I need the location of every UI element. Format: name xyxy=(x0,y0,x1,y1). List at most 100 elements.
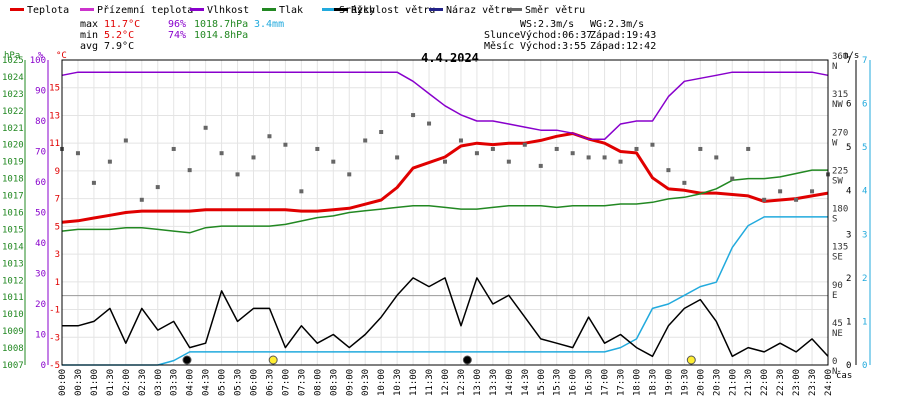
pressure-tick-label: 1021 xyxy=(2,124,24,134)
wind-direction-tick-cardinal: SE xyxy=(832,253,843,263)
astro-ws: WS:2.3m/s xyxy=(520,19,574,30)
wind-direction-tick-degrees: 90 xyxy=(832,281,843,291)
pressure-tick-label: 1008 xyxy=(2,344,24,354)
time-tick-label: 15:00 xyxy=(537,369,547,396)
precipitation-tick-label: 5 xyxy=(862,143,867,153)
pressure-tick-label: 1014 xyxy=(2,242,24,252)
time-tick-label: 01:00 xyxy=(90,369,100,396)
temperature-tick-label: 3 xyxy=(55,250,60,260)
pressure-tick-label: 1023 xyxy=(2,90,24,100)
wind-direction-point xyxy=(810,189,815,194)
wind-direction-tick-degrees: 180 xyxy=(832,205,848,215)
wind-direction-point xyxy=(586,155,591,160)
wind-direction-tick-cardinal: E xyxy=(832,291,837,301)
humidity-tick-label: 50 xyxy=(35,209,46,219)
time-tick-label: 01:30 xyxy=(106,369,116,396)
time-tick-label: 04:00 xyxy=(186,369,196,396)
time-tick-label: 19:30 xyxy=(680,369,690,396)
wind-direction-tick-cardinal: W xyxy=(832,138,838,148)
astro-wg: WG:2.3m/s xyxy=(590,19,644,30)
precipitation-tick-label: 0 xyxy=(862,361,867,371)
time-tick-label: 03:30 xyxy=(170,369,180,396)
precipitation-tick-label: 6 xyxy=(862,100,867,110)
astro-block: WS:2.3m/s WG:2.3m/s Slunce Východ:06:37 … xyxy=(484,19,656,52)
wind-direction-point xyxy=(379,130,384,135)
stats-min-temp: 5.2°C xyxy=(104,30,134,41)
time-tick-label: 06:00 xyxy=(250,369,260,396)
time-tick-label: 12:00 xyxy=(441,369,451,396)
legend: Teplota Přízemní teplota Vlhkost Tlak Sr… xyxy=(10,4,585,16)
stats-max-press: 1018.7hPa xyxy=(194,19,248,30)
humidity-tick-label: 0 xyxy=(41,361,46,371)
legend-label-tlak: Tlak xyxy=(279,5,303,16)
temperature-tick-label: -3 xyxy=(49,333,60,343)
wind-direction-tick-cardinal: SW xyxy=(832,176,843,186)
wind-direction-point xyxy=(794,197,799,202)
wind-direction-point xyxy=(714,155,719,160)
legend-label-rychlost-vetru: Rychlost větru xyxy=(351,4,435,16)
wind-direction-point xyxy=(522,142,527,147)
series-line-sr-ky xyxy=(62,216,828,366)
stats-max-hum: 96% xyxy=(168,19,186,30)
time-tick-label: 00:30 xyxy=(74,369,84,396)
time-tick-label: 20:00 xyxy=(696,369,706,396)
time-tick-label: 07:00 xyxy=(281,369,291,396)
humidity-tick-label: 80 xyxy=(35,117,46,127)
time-tick-label: 13:00 xyxy=(473,369,483,396)
sunrise-marker xyxy=(268,355,278,365)
wind-speed-tick-label: 2 xyxy=(846,274,851,284)
wind-direction-point xyxy=(187,168,192,173)
temperature-tick-label: 9 xyxy=(55,167,60,177)
legend-item-srazky: Srážky xyxy=(322,4,375,16)
time-tick-label: 14:30 xyxy=(521,369,531,396)
stats-avg-temp: 7.9°C xyxy=(104,41,134,52)
time-tick-label: 03:00 xyxy=(154,369,164,396)
legend-item-vlhkost: Vlhkost xyxy=(190,5,249,16)
pressure-tick-label: 1024 xyxy=(2,73,24,83)
wind-direction-point xyxy=(538,163,543,168)
wind-direction-point xyxy=(682,180,687,185)
time-tick-label: 09:00 xyxy=(345,369,355,396)
wind-direction-point xyxy=(315,146,320,151)
humidity-tick-label: 10 xyxy=(35,331,46,341)
wind-direction-point xyxy=(618,159,623,164)
humidity-tick-label: 60 xyxy=(35,178,46,188)
legend-swatch-srazky xyxy=(322,8,336,11)
pressure-tick-label: 1012 xyxy=(2,276,24,286)
wind-direction-point xyxy=(506,159,511,164)
wind-direction-point xyxy=(75,151,80,156)
time-tick-label: 08:00 xyxy=(313,369,323,396)
precipitation-tick-label: 2 xyxy=(862,274,867,284)
legend-item-prizemni-teplota: Přízemní teplota xyxy=(80,4,193,16)
wind-direction-point xyxy=(427,121,432,126)
time-tick-label: 00:00 xyxy=(58,369,68,396)
plot-frame xyxy=(61,59,829,366)
humidity-tick-label: 90 xyxy=(35,87,46,97)
legend-swatch-tlak xyxy=(262,8,276,11)
time-tick-label: 16:30 xyxy=(585,369,595,396)
series-line-vlhkost xyxy=(61,71,829,141)
astro-sunrise: Východ:06:37 xyxy=(520,29,592,41)
astro-moonset: Západ:12:42 xyxy=(590,40,656,52)
wind-direction-point xyxy=(235,172,240,177)
time-tick-label: 22:00 xyxy=(760,369,770,396)
time-tick-label: 09:30 xyxy=(361,369,371,396)
time-tick-label: 14:00 xyxy=(505,369,515,396)
legend-item-tlak: Tlak xyxy=(262,5,303,16)
wind-direction-point xyxy=(666,168,671,173)
wind-direction-tick-cardinal: S xyxy=(832,215,837,225)
legend-swatch-rychlost-vetru xyxy=(334,8,348,11)
legend-item-teplota: Teplota xyxy=(10,5,69,16)
time-tick-label: 22:30 xyxy=(776,369,786,396)
wind-direction-point xyxy=(634,146,639,151)
pressure-tick-label: 1020 xyxy=(2,141,24,151)
wind-direction-point xyxy=(171,146,176,151)
stats-min-press: 1014.8hPa xyxy=(194,30,248,41)
wind-direction-tick-degrees: 360 xyxy=(832,52,848,62)
time-tick-label: 11:30 xyxy=(425,369,435,396)
wind-direction-point xyxy=(762,197,767,202)
moonset-marker xyxy=(462,355,472,365)
time-tick-label: 21:30 xyxy=(744,369,754,396)
